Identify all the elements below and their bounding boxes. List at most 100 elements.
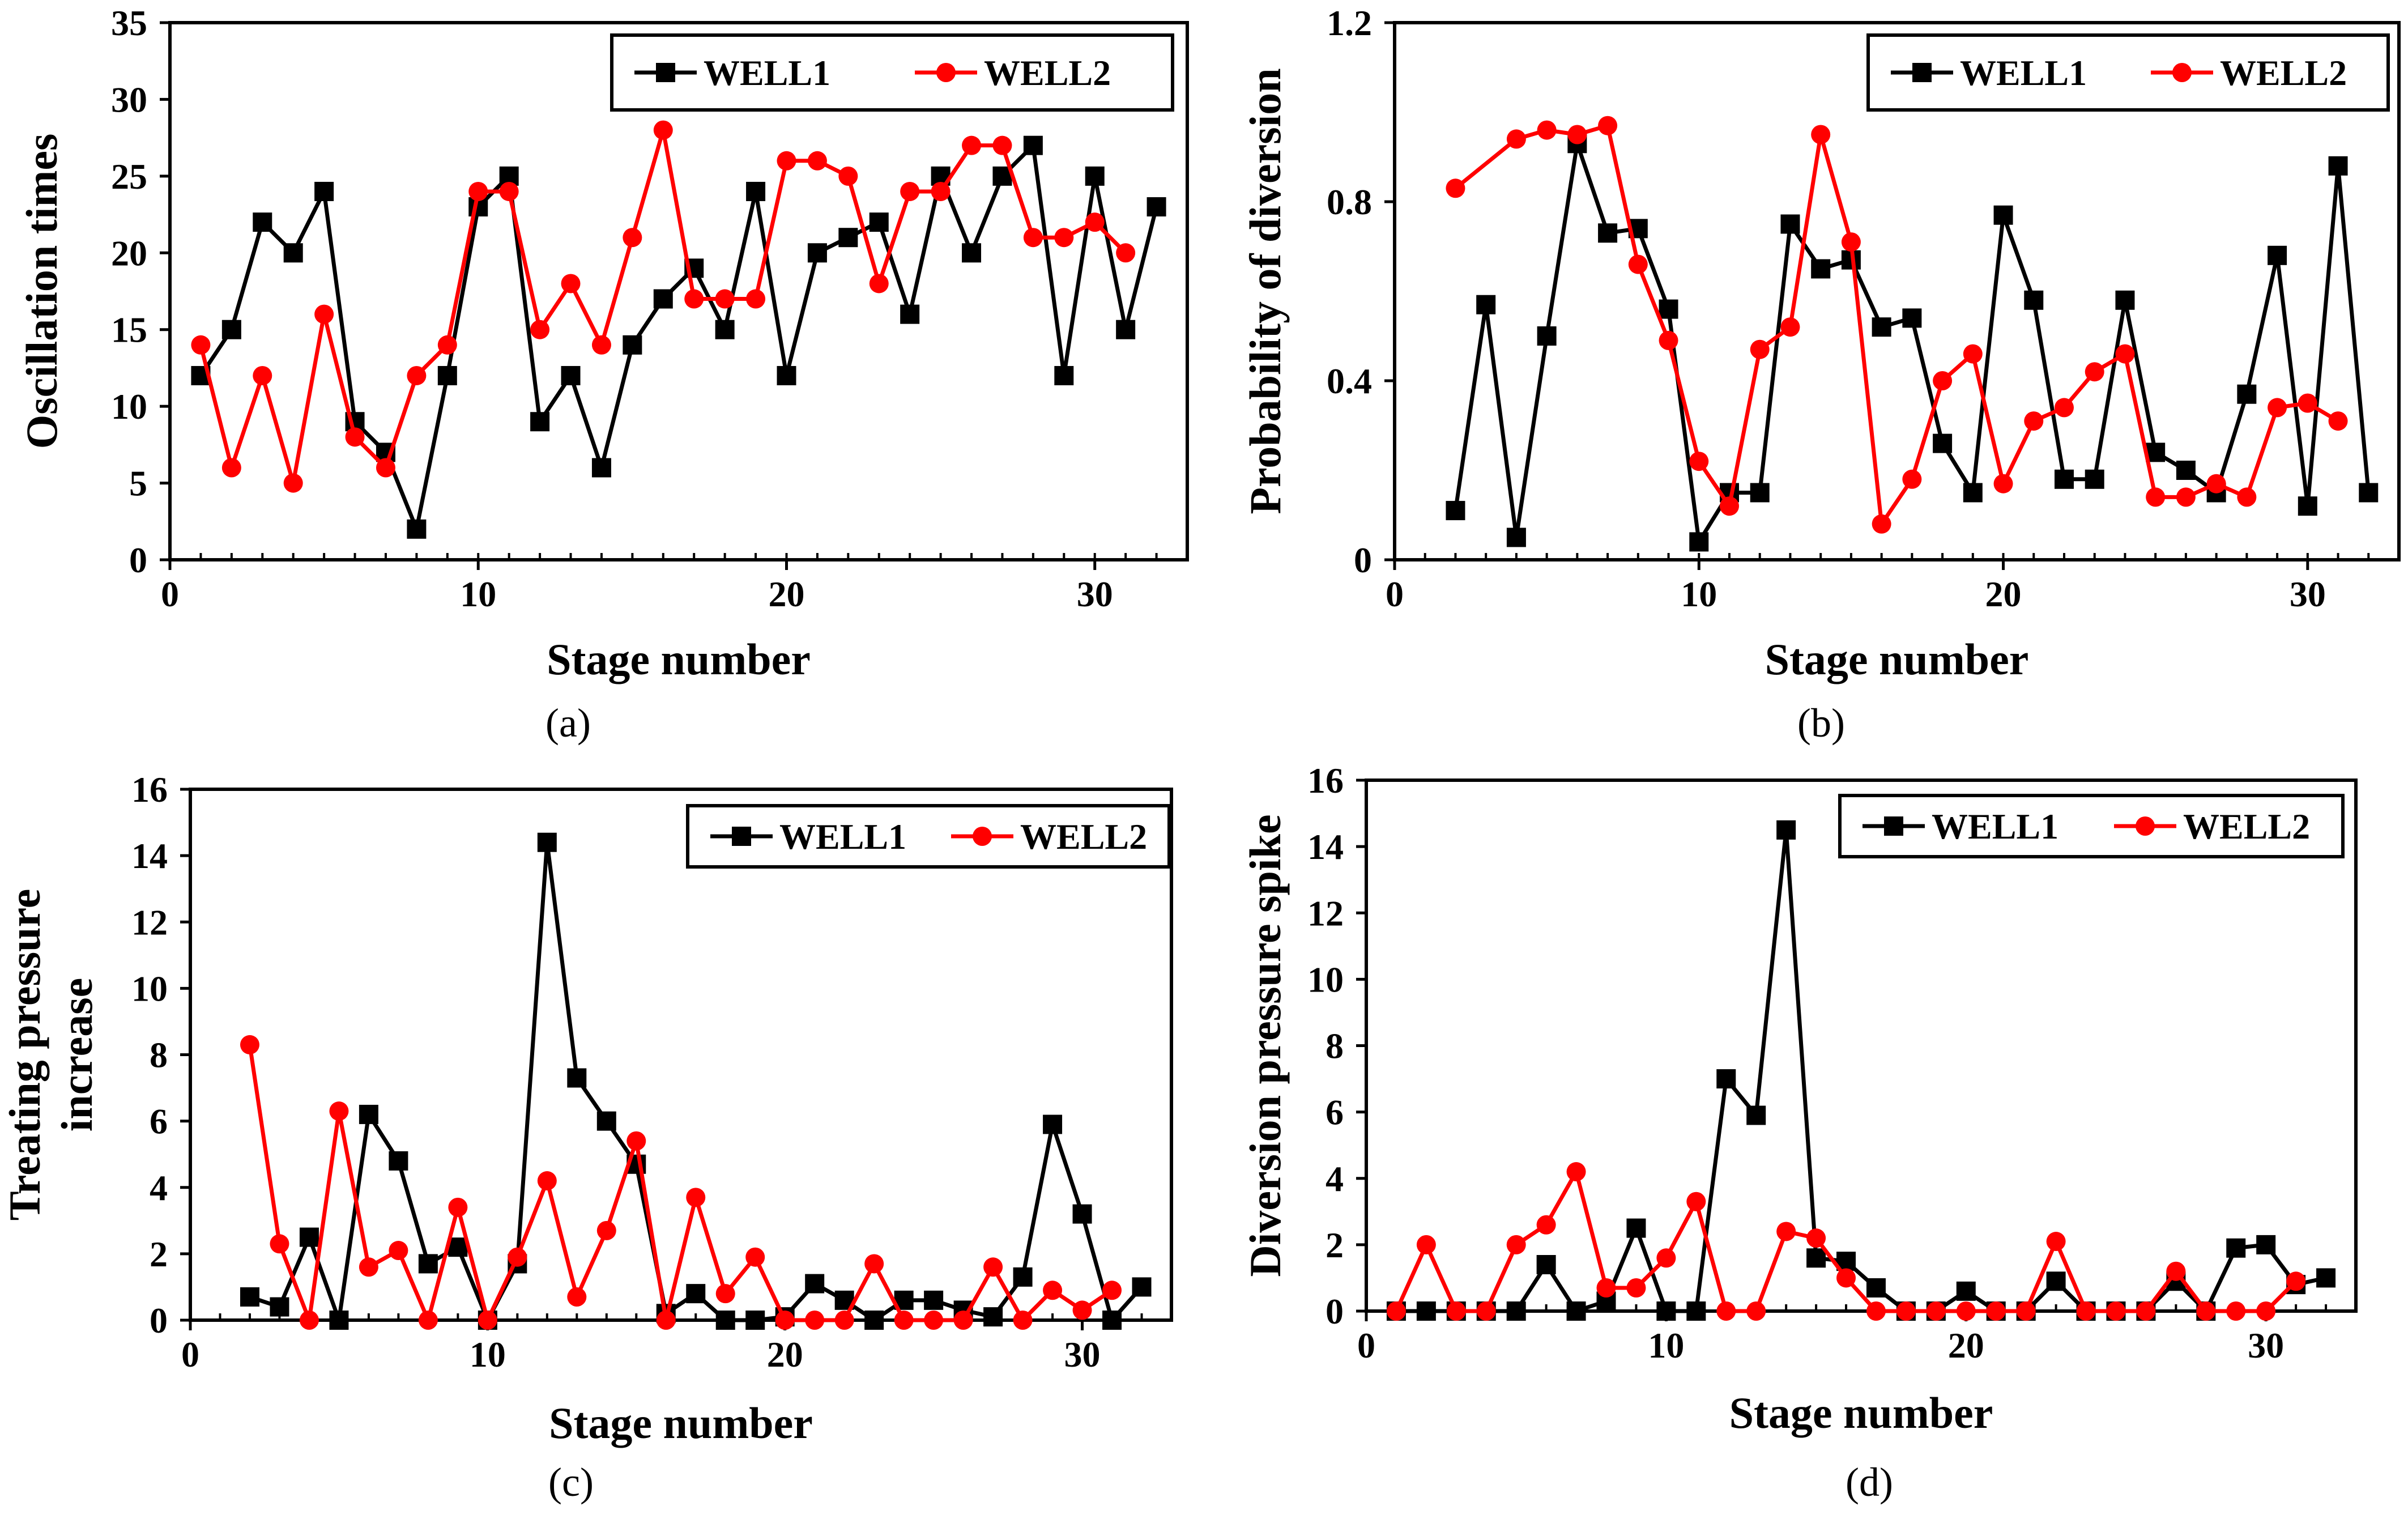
x-tick-label: 0 <box>181 1334 199 1375</box>
data-point-well2 <box>1598 116 1618 135</box>
data-point-well2 <box>953 1311 973 1330</box>
data-point-well2 <box>2328 411 2348 431</box>
data-point-well1 <box>270 1297 289 1317</box>
data-point-well1 <box>1566 1301 1586 1321</box>
data-point-well2 <box>596 1220 616 1240</box>
data-point-well1 <box>2176 461 2196 480</box>
data-point-well2 <box>1866 1301 1886 1321</box>
data-point-well2 <box>437 335 457 355</box>
x-tick-label: 10 <box>1681 574 1717 614</box>
data-point-well2 <box>1013 1311 1033 1330</box>
y-axis-title: Treating pressureincrease <box>0 889 101 1221</box>
data-point-well2 <box>1836 1268 1856 1288</box>
data-point-well2 <box>864 1254 884 1274</box>
data-point-well2 <box>1116 243 1136 263</box>
legend-box <box>610 33 1174 112</box>
y-tick-label: 14 <box>1307 827 1344 867</box>
data-point-well1 <box>1023 135 1043 155</box>
data-point-well2 <box>1720 496 1739 516</box>
y-tick-label: 15 <box>111 310 147 350</box>
data-point-well2 <box>240 1035 259 1054</box>
panel-label: (c) <box>548 1460 594 1505</box>
data-point-well1 <box>1116 320 1136 339</box>
y-tick-label: 4 <box>150 1168 168 1208</box>
data-point-well2 <box>299 1311 319 1330</box>
series-line-well1 <box>199 143 1158 531</box>
data-point-well2 <box>745 1247 765 1267</box>
x-tick-label: 30 <box>1064 1334 1101 1375</box>
data-point-well1 <box>437 365 457 385</box>
y-axis-title: Diversion pressure spike <box>1241 814 1290 1277</box>
data-point-well2 <box>407 365 427 385</box>
data-point-well1 <box>1750 483 1770 503</box>
data-point-well2 <box>1689 452 1709 471</box>
legend-label-well1: WELL1 <box>1932 806 2058 846</box>
x-tick-label: 0 <box>1386 574 1404 614</box>
legend-marker-well1 <box>1884 816 1903 836</box>
data-point-well1 <box>1656 1301 1676 1321</box>
data-point-well2 <box>777 151 796 171</box>
y-tick-label: 16 <box>131 769 168 810</box>
data-point-well2 <box>537 1171 557 1191</box>
data-point-well2 <box>2115 344 2135 364</box>
y-tick-label: 10 <box>111 386 147 427</box>
data-point-well1 <box>314 181 334 201</box>
legend-label-well1: WELL1 <box>1960 53 2087 93</box>
x-axis-title: Stage number <box>547 635 811 684</box>
panel-label: (b) <box>1797 700 1845 746</box>
y-axis-title: Oscillation times <box>17 134 66 449</box>
legend: WELL1 WELL2 <box>610 33 1174 112</box>
data-point-well2 <box>1628 254 1648 274</box>
data-point-well2 <box>623 228 642 248</box>
legend-marker-well1 <box>732 827 751 846</box>
data-point-well1 <box>389 1151 408 1171</box>
panel-label: (a) <box>545 700 591 746</box>
data-point-well1 <box>561 365 581 385</box>
data-point-well2 <box>1746 1301 1766 1321</box>
data-point-well1 <box>530 412 550 432</box>
data-point-well1 <box>2085 469 2104 489</box>
data-point-well2 <box>376 458 395 478</box>
data-point-well2 <box>900 181 920 201</box>
data-point-well1 <box>1716 1069 1736 1089</box>
y-tick-label: 4 <box>1326 1159 1344 1199</box>
y-tick-label: 2 <box>1326 1225 1344 1265</box>
data-point-well2 <box>253 365 272 385</box>
data-point-well2 <box>869 274 889 293</box>
data-point-well1 <box>567 1068 587 1088</box>
data-point-well1 <box>1598 223 1618 243</box>
data-point-well2 <box>894 1311 914 1330</box>
data-point-well1 <box>807 243 827 263</box>
y-tick-label: 6 <box>150 1101 168 1142</box>
legend: WELL1 WELL2 <box>686 804 1171 869</box>
x-tick-label: 20 <box>767 1334 803 1375</box>
data-point-well2 <box>1043 1280 1063 1300</box>
y-tick-label: 30 <box>111 79 147 120</box>
series-line-well2 <box>1454 124 2339 526</box>
y-tick-label: 0 <box>1354 540 1372 580</box>
data-point-well2 <box>2237 487 2257 507</box>
data-point-well1 <box>1506 527 1526 547</box>
legend-marker-well2 <box>2136 816 2155 836</box>
data-point-well2 <box>530 320 550 339</box>
data-point-well1 <box>407 519 427 539</box>
data-point-well1 <box>537 832 557 852</box>
y-tick-label: 1.2 <box>1327 3 1372 43</box>
data-point-well2 <box>1596 1278 1616 1298</box>
y-tick-label: 10 <box>1307 959 1344 999</box>
data-point-well2 <box>1023 228 1043 248</box>
y-axis-title: Probability of diversion <box>1241 68 1290 514</box>
data-point-well1 <box>838 228 858 248</box>
data-point-well1 <box>983 1307 1003 1327</box>
data-point-well1 <box>1013 1267 1033 1287</box>
data-point-well1 <box>623 335 642 355</box>
legend-label-well2: WELL2 <box>2220 53 2347 93</box>
data-point-well1 <box>1536 1255 1556 1275</box>
data-point-well2 <box>834 1311 854 1330</box>
data-point-well1 <box>715 320 735 339</box>
data-point-well2 <box>270 1234 289 1254</box>
data-point-well2 <box>2166 1261 2186 1281</box>
data-point-well2 <box>983 1257 1003 1277</box>
data-point-well2 <box>499 181 519 201</box>
